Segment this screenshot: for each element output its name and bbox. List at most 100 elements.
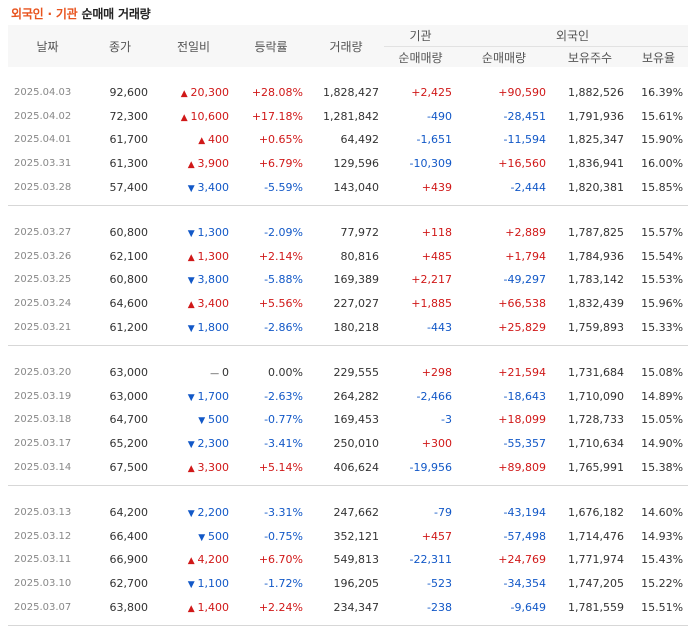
cell-date: 2025.04.01 <box>14 134 72 146</box>
arrow-down-icon: ▼ <box>187 509 198 520</box>
cell-rate: +5.56% <box>258 297 303 311</box>
arrow-down-icon: ▼ <box>198 416 208 427</box>
cell-date: 2025.03.12 <box>14 530 72 542</box>
title-rest: 순매매 거래량 <box>77 7 151 21</box>
change-value: 3,400 <box>197 297 230 311</box>
cell-foreign-net: +21,594 <box>498 366 546 380</box>
change-value: 1,100 <box>197 576 230 590</box>
table-row: 2025.03.27 60,800 ▼ 1,300 -2.09% 77,972 +118 +… <box>8 221 688 245</box>
cell-foreign-ratio: 15.54% <box>641 249 684 263</box>
change-value: 3,400 <box>197 180 230 194</box>
change-value: 1,700 <box>197 389 230 403</box>
table-row: 2025.03.17 65,200 ▼ 2,300 -3.41% 250,010 +300… <box>8 432 688 456</box>
cell-inst-net: -238 <box>427 600 452 614</box>
cell-inst-net: -10,309 <box>409 157 452 171</box>
cell-rate: -2.86% <box>264 320 303 334</box>
table-row: 2025.04.03 92,600 ▲ 20,300 +28.08% 1,828,427… <box>8 81 688 105</box>
cell-volume: 264,282 <box>333 389 380 403</box>
cell-change: ▼ 2,200 <box>153 501 234 525</box>
cell-close: 72,300 <box>109 109 149 123</box>
cell-inst-net: +439 <box>421 180 452 194</box>
cell-foreign-net: +90,590 <box>498 86 546 100</box>
arrow-down-icon: ▼ <box>187 229 198 240</box>
header-foreign: 외국인 <box>457 25 689 47</box>
cell-date: 2025.03.26 <box>14 250 72 262</box>
cell-foreign-ratio: 15.08% <box>641 366 684 380</box>
cell-close: 63,800 <box>109 600 149 614</box>
cell-foreign-hold: 1,791,936 <box>568 109 624 123</box>
cell-rate: -3.41% <box>264 437 303 451</box>
cell-rate: -0.77% <box>264 413 303 427</box>
cell-change: ▼ 1,700 <box>153 385 234 409</box>
cell-volume: 1,828,427 <box>323 86 379 100</box>
cell-foreign-net: -9,649 <box>510 600 546 614</box>
cell-foreign-hold: 1,676,182 <box>568 506 624 520</box>
change-value: 20,300 <box>190 86 230 100</box>
cell-foreign-hold: 1,771,974 <box>568 553 624 567</box>
cell-date: 2025.04.03 <box>14 87 72 99</box>
cell-volume: 234,347 <box>333 600 380 614</box>
change-value: 10,600 <box>190 109 230 123</box>
cell-volume: 250,010 <box>333 437 380 451</box>
cell-foreign-net: +1,794 <box>505 249 546 263</box>
table-row: 2025.03.18 64,700 ▼ 500 -0.77% 169,453 -3 +18,… <box>8 408 688 432</box>
group-divider <box>8 205 689 207</box>
cell-change: ▲ 20,300 <box>153 81 234 105</box>
cell-change: ▼ 1,100 <box>153 572 234 596</box>
cell-date: 2025.03.07 <box>14 601 72 613</box>
change-value: 1,300 <box>197 249 230 263</box>
arrow-up-icon: ▲ <box>187 160 198 171</box>
header-foreign-net: 순매매량 <box>457 46 551 67</box>
cell-inst-net: +2,425 <box>411 86 452 100</box>
cell-foreign-ratio: 15.61% <box>641 109 684 123</box>
arrow-up-icon: ▲ <box>187 300 198 311</box>
arrow-down-icon: ▼ <box>187 579 198 590</box>
cell-foreign-hold: 1,832,439 <box>568 297 624 311</box>
cell-change: ▼ 3,400 <box>153 175 234 199</box>
cell-foreign-hold: 1,765,991 <box>568 460 624 474</box>
cell-volume: 64,492 <box>340 133 380 147</box>
cell-close: 66,400 <box>109 529 149 543</box>
cell-close: 64,600 <box>109 297 149 311</box>
cell-volume: 80,816 <box>340 249 380 263</box>
dash-icon: — <box>210 369 222 380</box>
cell-close: 61,700 <box>109 133 149 147</box>
cell-foreign-ratio: 15.43% <box>641 553 684 567</box>
cell-foreign-ratio: 15.33% <box>641 320 684 334</box>
cell-foreign-net: -2,444 <box>510 180 546 194</box>
cell-inst-net: +2,217 <box>411 273 452 287</box>
cell-foreign-ratio: 15.85% <box>641 180 684 194</box>
table-row: 2025.03.21 61,200 ▼ 1,800 -2.86% 180,218 -443… <box>8 315 688 339</box>
cell-date: 2025.03.21 <box>14 321 72 333</box>
cell-foreign-net: -11,594 <box>503 133 546 147</box>
cell-rate: -2.09% <box>264 226 303 240</box>
cell-date: 2025.03.13 <box>14 507 72 519</box>
cell-rate: -0.75% <box>264 529 303 543</box>
arrow-up-icon: ▲ <box>187 252 198 263</box>
cell-volume: 1,281,842 <box>323 109 379 123</box>
cell-inst-net: +485 <box>421 249 452 263</box>
cell-close: 64,700 <box>109 413 149 427</box>
cell-foreign-net: +2,889 <box>505 226 546 240</box>
change-value: 2,200 <box>197 506 230 520</box>
change-value: 3,300 <box>197 460 230 474</box>
arrow-up-icon: ▲ <box>198 136 208 147</box>
table-row: 2025.03.28 57,400 ▼ 3,400 -5.59% 143,040 +439… <box>8 175 688 199</box>
cell-date: 2025.03.27 <box>14 227 72 239</box>
cell-foreign-ratio: 15.38% <box>641 460 684 474</box>
cell-rate: 0.00% <box>268 366 303 380</box>
cell-change: ▲ 1,300 <box>153 245 234 269</box>
cell-inst-net: +118 <box>421 226 452 240</box>
change-value: 500 <box>208 529 229 543</box>
cell-rate: -5.59% <box>264 180 303 194</box>
cell-date: 2025.03.28 <box>14 181 72 193</box>
cell-close: 62,700 <box>109 576 149 590</box>
cell-volume: 77,972 <box>340 226 380 240</box>
table-row: 2025.03.11 66,900 ▲ 4,200 +6.70% 549,813 -22,… <box>8 548 688 572</box>
cell-foreign-hold: 1,825,347 <box>568 133 624 147</box>
change-value: 500 <box>208 413 229 427</box>
cell-foreign-hold: 1,731,684 <box>568 366 624 380</box>
cell-close: 92,600 <box>109 86 149 100</box>
trading-table: 날짜 종가 전일비 등락률 거래량 기관 외국인 순매매량 순매매량 보유주수 … <box>8 25 689 627</box>
cell-foreign-net: -43,194 <box>503 506 546 520</box>
